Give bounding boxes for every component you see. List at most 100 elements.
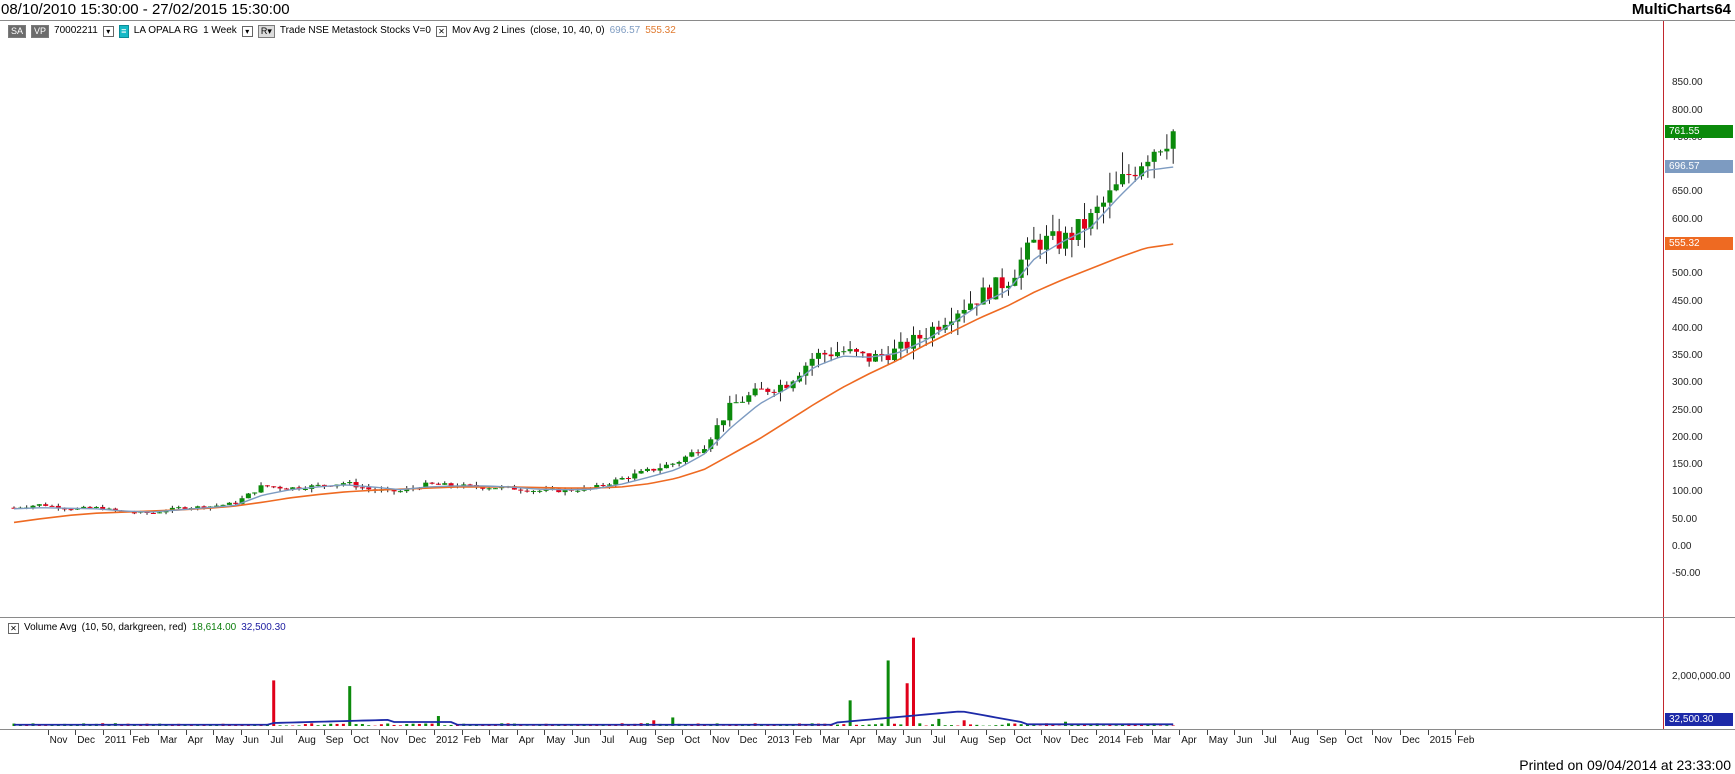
time-label: Aug [960,735,979,746]
time-label: Jul [932,735,946,746]
volume-chart[interactable] [0,618,1735,729]
symbol-dropdown-icon[interactable]: ▾ [102,25,114,37]
price-tick: 50.00 [1672,513,1698,525]
indicator-close-icon[interactable]: ✕ [435,25,447,37]
r-button[interactable]: R▾ [257,24,275,38]
time-label: Feb [1126,735,1144,746]
volume-legend: ✕ Volume Avg (10, 50, darkgreen, red) 18… [8,621,286,635]
volume-bar [1076,724,1080,726]
candle [283,487,289,490]
time-tick [654,730,656,735]
candle [822,349,828,364]
candle [258,482,264,493]
time-tick [1068,730,1070,735]
volume-bar [449,724,453,726]
volume-bar [151,725,155,726]
price-tick: 150.00 [1672,459,1703,471]
vp-button[interactable]: VP [31,24,50,38]
time-tick [268,730,270,735]
time-tick [1013,730,1015,735]
time-tick [240,730,242,735]
time-tick [875,730,877,735]
time-tick [1400,730,1401,735]
volume-bar [1171,725,1175,726]
price-tick: 100.00 [1672,486,1703,498]
resolution-label: 1 Week [203,25,237,36]
volume-bar [1165,725,1169,726]
candle [663,462,669,469]
volume-bar [867,724,871,726]
candle [1170,129,1176,164]
volume-panel[interactable]: ✕ Volume Avg (10, 50, darkgreen, red) 18… [0,617,1735,729]
price-panel[interactable]: SA VP 70002211 ▾ ≡ LA OPALA RG 1 Week ▾ … [0,20,1735,617]
time-tick [1151,730,1153,735]
time-tick [1372,730,1374,735]
volume-bar [392,724,396,726]
time-label: Nov [380,735,399,746]
candle [974,303,980,316]
candle [1107,172,1113,219]
time-label: Sep [325,735,344,746]
volume-bar [310,723,314,726]
candle [1101,196,1107,224]
time-tick [213,730,215,735]
time-tick [1041,730,1043,735]
time-label: Aug [1291,735,1310,746]
time-tick [378,730,380,735]
volume-bar [943,725,947,726]
volume-bar [335,723,339,726]
price-tick: -50.00 [1672,568,1701,580]
time-label: Oct [1346,735,1363,746]
candle [967,291,973,312]
candle [353,478,359,490]
symbol-settings-icon[interactable]: ≡ [118,24,129,38]
time-label: 2013 [767,735,790,746]
time-axis[interactable]: Nov Dec 2011 Feb Mar Apr May Jun Jul Aug Sep Oct Nov… [0,729,1735,758]
volume-bar [1000,724,1004,726]
time-tick [323,730,325,735]
time-label: Feb [132,735,150,746]
title-bar: 08/10/2010 15:30:00 - 27/02/2015 15:30:0… [0,0,1735,20]
time-tick [1317,730,1319,735]
volume-bar [854,724,858,726]
volume-tick: 2,000,000.00 [1672,671,1731,682]
candle [340,481,346,487]
candle [245,493,251,499]
candle [87,506,93,509]
time-tick [544,730,546,735]
volume-bar [873,724,877,726]
candle [36,504,42,508]
time-tick [572,730,573,735]
volume-bar [1102,725,1106,726]
time-label: Nov [712,735,730,746]
time-tick [1427,730,1429,735]
ma2-value: 555.32 [645,25,676,36]
volume-indicator-params: (10, 50, darkgreen, red) [81,622,187,633]
candle [923,328,929,346]
time-tick [1124,730,1125,735]
candle [264,485,270,488]
time-label: Feb [794,735,813,746]
candle [1113,171,1119,192]
candle [885,346,891,366]
time-label: Jul [601,735,615,746]
candle [49,504,55,507]
candle [619,476,625,480]
resolution-dropdown-icon[interactable]: ▾ [241,25,253,37]
candle [670,462,676,468]
price-chart[interactable] [0,21,1735,617]
time-tick [737,730,739,735]
volume-close-icon[interactable]: ✕ [8,622,19,634]
time-tick [158,730,159,735]
time-label: 2011 [104,735,127,746]
time-label: 2012 [436,735,459,746]
sa-button[interactable]: SA [8,24,27,38]
time-label: Mar [1153,735,1171,746]
candle [955,310,961,336]
candle [359,484,365,490]
candle [537,490,543,494]
candle [632,469,638,481]
volume-bar [968,724,972,726]
time-label: Oct [684,735,700,746]
candle [1151,149,1157,179]
